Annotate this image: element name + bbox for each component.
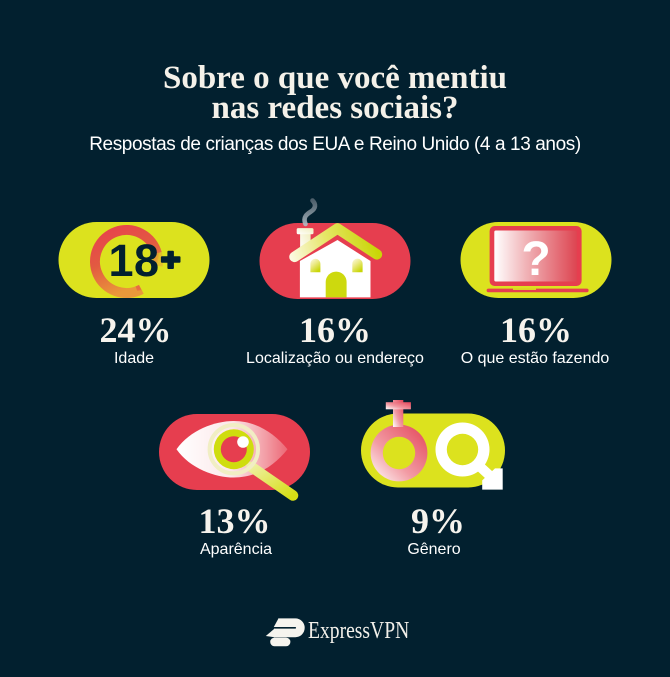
svg-text:?: ? — [521, 233, 550, 286]
svg-text:18: 18 — [109, 235, 160, 286]
